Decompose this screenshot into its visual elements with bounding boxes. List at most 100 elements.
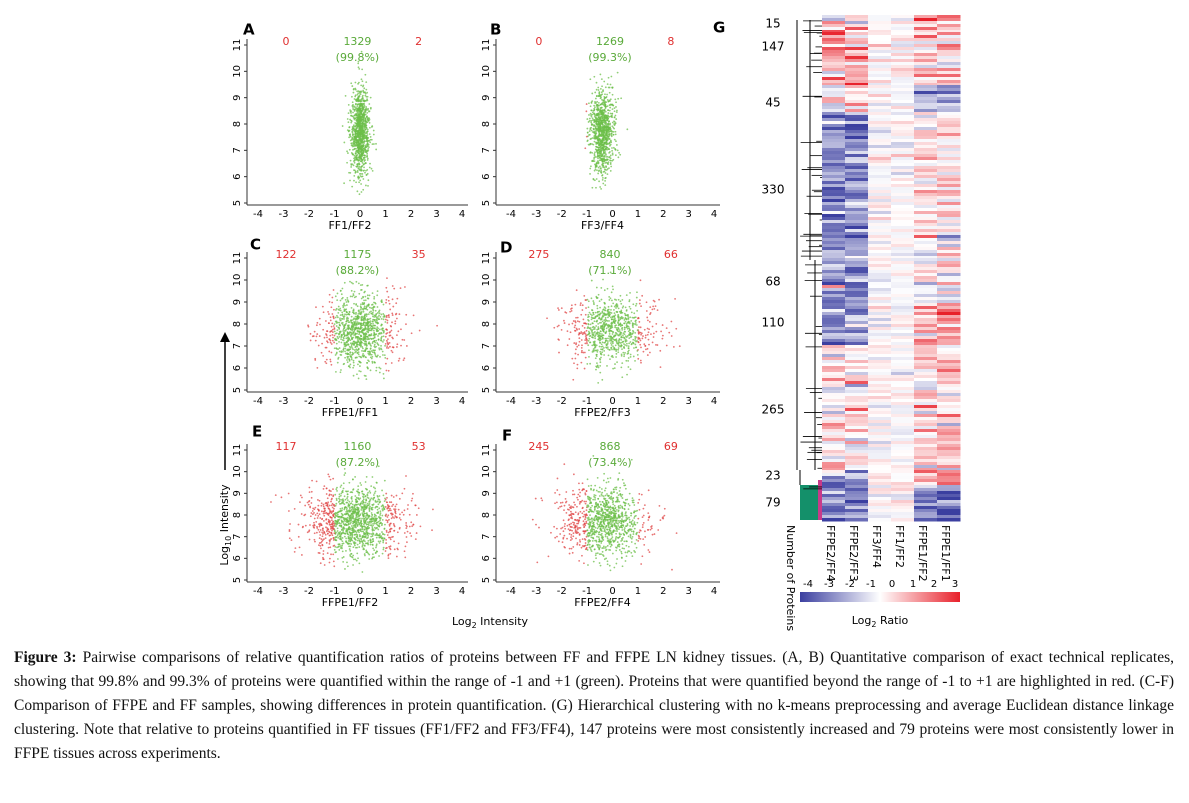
point [325, 334, 328, 336]
point [352, 282, 354, 285]
point [361, 571, 364, 573]
point [363, 114, 366, 117]
point [357, 377, 360, 380]
point [368, 133, 371, 136]
point [367, 147, 370, 150]
point [672, 346, 675, 348]
point [385, 286, 388, 289]
y-tick-label: 6 [232, 555, 243, 561]
point [595, 186, 597, 189]
point [360, 100, 363, 102]
point [613, 127, 616, 130]
point [315, 324, 318, 327]
point [384, 318, 387, 321]
point [367, 491, 369, 494]
point [607, 135, 609, 138]
point [382, 303, 385, 306]
point [335, 325, 338, 327]
point [391, 505, 393, 507]
point [363, 528, 366, 531]
point [608, 335, 610, 338]
point [358, 292, 361, 295]
point [339, 330, 342, 333]
point [359, 370, 362, 373]
point [636, 291, 638, 294]
point [342, 560, 345, 563]
point [297, 523, 300, 526]
point [362, 130, 364, 133]
point [601, 131, 604, 134]
point [382, 354, 384, 356]
x-tick-label: 2 [408, 396, 414, 407]
point [618, 151, 620, 154]
point [624, 330, 627, 333]
point [590, 279, 593, 282]
point [350, 121, 353, 124]
point [380, 336, 383, 339]
point [363, 519, 366, 522]
point [596, 307, 599, 310]
point [391, 351, 394, 354]
point [379, 510, 382, 513]
x-label: FF3/FF4 [581, 219, 624, 232]
point [364, 171, 366, 174]
point [350, 164, 353, 166]
point [364, 340, 367, 343]
point [611, 316, 614, 319]
x-tick-label: 1 [382, 586, 388, 597]
point [353, 117, 356, 120]
point [362, 350, 365, 353]
point [341, 125, 344, 127]
point [579, 302, 582, 305]
point [355, 496, 358, 499]
point [361, 146, 364, 149]
point [372, 547, 375, 550]
point [578, 328, 581, 330]
point [363, 338, 366, 341]
point [360, 340, 362, 343]
point [353, 138, 355, 140]
point [603, 158, 606, 161]
label-part: Log [852, 614, 872, 627]
point [602, 330, 605, 333]
point [377, 540, 380, 543]
point [351, 329, 354, 332]
point [364, 73, 367, 76]
point [366, 361, 369, 364]
point [389, 345, 391, 348]
point [612, 367, 615, 370]
point [356, 490, 358, 493]
point [364, 544, 366, 547]
point [595, 344, 598, 347]
point [376, 319, 378, 322]
point [330, 330, 332, 333]
point [351, 319, 353, 322]
point [595, 164, 598, 167]
point [606, 312, 609, 315]
point [610, 335, 612, 338]
point [370, 138, 373, 141]
point [340, 335, 343, 338]
point-cloud [270, 465, 434, 573]
point [595, 320, 598, 323]
point [609, 83, 612, 86]
point [599, 371, 602, 374]
point [574, 352, 577, 355]
point [403, 339, 406, 341]
point [351, 503, 354, 506]
point [646, 327, 649, 330]
point [612, 302, 615, 305]
point [356, 134, 359, 137]
point [356, 144, 359, 147]
point [619, 333, 622, 336]
point [629, 291, 631, 294]
point [615, 101, 617, 104]
point [354, 356, 357, 359]
point [615, 106, 617, 108]
x-tick-label: 0 [609, 209, 615, 220]
point [644, 344, 647, 347]
point [331, 334, 334, 336]
point [326, 552, 329, 555]
point [589, 138, 592, 140]
point [610, 130, 613, 132]
